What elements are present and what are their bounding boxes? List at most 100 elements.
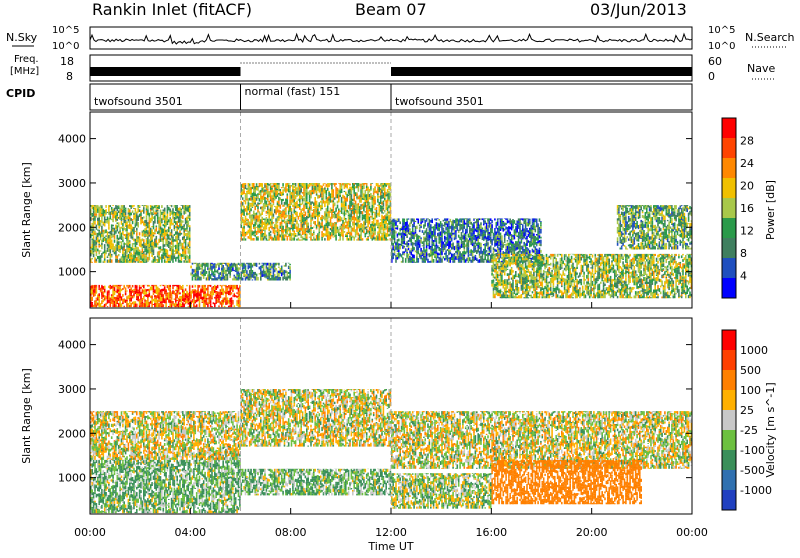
- data-cell: [379, 190, 381, 193]
- data-cell: [500, 261, 502, 263]
- data-cell: [161, 294, 163, 297]
- data-cell: [440, 236, 442, 237]
- data-cell: [221, 289, 223, 292]
- data-cell: [136, 232, 138, 235]
- data-cell: [111, 294, 113, 296]
- data-cell: [383, 223, 385, 225]
- data-cell: [211, 306, 213, 307]
- data-cell: [110, 303, 112, 307]
- data-cell: [213, 286, 215, 287]
- data-cell: [246, 209, 248, 213]
- data-cell: [267, 273, 269, 276]
- data-cell: [117, 228, 119, 231]
- data-cell: [366, 213, 368, 215]
- data-cell: [160, 257, 162, 260]
- data-cell: [150, 218, 152, 221]
- data-cell: [179, 212, 181, 216]
- data-cell: [314, 185, 316, 186]
- data-cell: [254, 276, 256, 280]
- data-cell: [381, 237, 383, 240]
- data-cell: [108, 248, 110, 252]
- data-cell: [270, 270, 272, 272]
- data-cell: [451, 225, 453, 226]
- data-cell: [415, 242, 417, 246]
- data-cell: [328, 214, 330, 217]
- data-cell: [412, 228, 414, 232]
- data-cell: [125, 209, 127, 212]
- data-cell: [128, 210, 130, 212]
- data-cell: [161, 257, 163, 259]
- data-cell: [175, 252, 177, 254]
- data-cell: [178, 247, 180, 251]
- data-cell: [104, 292, 106, 293]
- data-cell: [291, 225, 293, 228]
- data-cell: [379, 233, 381, 234]
- data-cell: [228, 265, 230, 267]
- data-cell: [482, 258, 484, 261]
- data-cell: [303, 222, 305, 225]
- data-cell: [167, 217, 169, 219]
- data-cell: [328, 183, 330, 185]
- data-cell: [261, 220, 263, 223]
- data-cell: [372, 215, 374, 219]
- data-cell: [319, 196, 321, 198]
- data-cell: [107, 295, 109, 299]
- data-cell: [114, 248, 116, 252]
- data-cell: [161, 218, 163, 221]
- data-cell: [111, 259, 113, 262]
- data-cell: [158, 303, 160, 305]
- data-cell: [189, 285, 191, 286]
- data-cell: [280, 197, 282, 199]
- data-cell: [299, 202, 301, 203]
- data-cell: [259, 215, 261, 219]
- data-cell: [259, 183, 261, 184]
- data-cell: [475, 221, 477, 223]
- data-cell: [221, 279, 223, 280]
- data-cell: [345, 219, 347, 223]
- nave-tick-0: 0: [708, 70, 715, 83]
- data-cell: [334, 235, 336, 237]
- data-cell: [504, 244, 506, 245]
- data-cell: [179, 296, 181, 299]
- data-cell: [133, 215, 135, 219]
- data-cell: [164, 253, 166, 256]
- data-cell: [133, 205, 135, 207]
- data-cell: [211, 278, 213, 280]
- data-cell: [270, 278, 272, 281]
- data-cell: [429, 235, 431, 239]
- data-cell: [292, 202, 294, 203]
- data-cell: [462, 218, 464, 220]
- data-cell: [404, 236, 406, 240]
- data-cell: [423, 243, 425, 247]
- data-cell: [436, 247, 438, 250]
- data-cell: [167, 285, 169, 288]
- data-cell: [349, 209, 351, 210]
- data-cell: [477, 260, 479, 263]
- data-cell: [419, 237, 421, 239]
- data-cell: [172, 290, 174, 294]
- data-cell: [423, 247, 425, 249]
- data-cell: [413, 235, 415, 236]
- data-cell: [147, 244, 149, 248]
- data-cell: [359, 199, 361, 203]
- data-cell: [339, 216, 341, 219]
- data-cell: [342, 220, 344, 224]
- data-cell: [305, 221, 307, 224]
- data-cell: [383, 207, 385, 208]
- data-cell: [327, 228, 329, 231]
- data-cell: [356, 211, 358, 215]
- data-cell: [105, 205, 107, 206]
- data-cell: [178, 285, 180, 289]
- data-cell: [163, 248, 165, 251]
- data-cell: [167, 206, 169, 209]
- data-cell: [110, 245, 112, 247]
- data-cell: [252, 265, 254, 267]
- data-cell: [306, 193, 308, 197]
- data-cell: [224, 267, 226, 270]
- data-cell: [288, 183, 290, 185]
- data-cell: [142, 233, 144, 237]
- data-cell: [146, 220, 148, 224]
- data-cell: [328, 201, 330, 205]
- data-cell: [202, 272, 204, 275]
- data-cell: [139, 241, 141, 245]
